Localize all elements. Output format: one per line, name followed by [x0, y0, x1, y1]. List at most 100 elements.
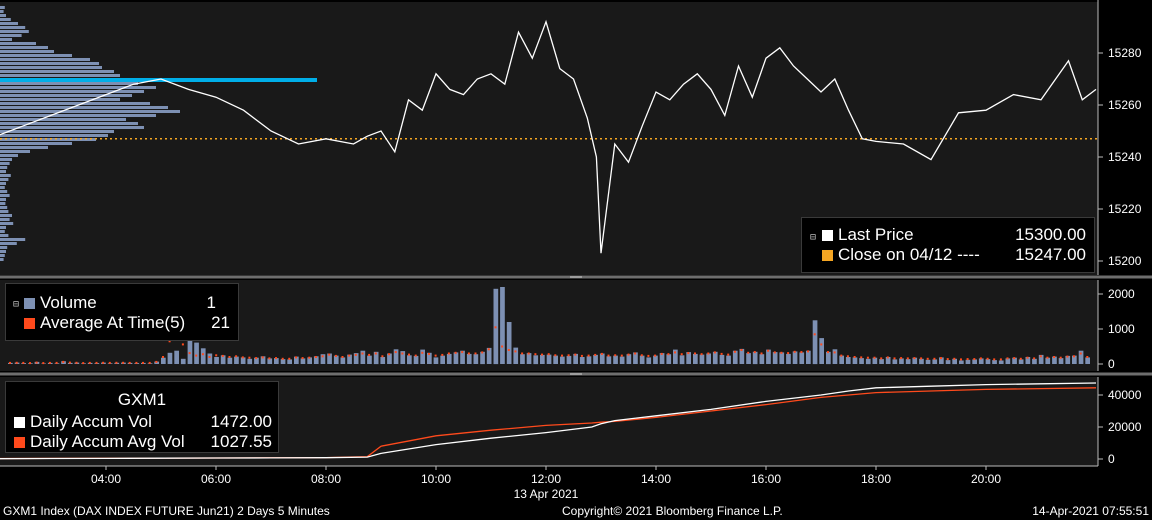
- volume-bar: [985, 359, 991, 364]
- average-marker: [1059, 356, 1062, 359]
- volume-bar: [726, 355, 731, 364]
- legend-bracket-icon: ⊟: [13, 299, 20, 310]
- average-marker: [900, 357, 903, 360]
- volume-bar: [746, 353, 751, 364]
- average-marker: [740, 349, 743, 351]
- average-marker: [62, 360, 65, 363]
- profile-bar: [0, 86, 156, 89]
- volume-bar: [413, 355, 419, 364]
- profile-bar: [0, 82, 138, 85]
- average-marker: [700, 353, 703, 356]
- average-marker: [9, 361, 11, 364]
- volume-bar: [766, 349, 771, 364]
- profile-bar: [0, 102, 150, 105]
- profile-bar: [0, 146, 48, 149]
- volume-bar: [839, 355, 844, 364]
- profile-bar: [0, 46, 48, 49]
- average-marker: [1046, 356, 1049, 359]
- profile-bar: [0, 6, 5, 9]
- profile-bar: [0, 142, 72, 145]
- volume-bar: [407, 355, 412, 365]
- average-marker: [288, 357, 291, 360]
- profile-bar: [0, 238, 26, 241]
- average-marker: [467, 352, 470, 355]
- average-marker: [261, 356, 264, 359]
- avg-at-time-value: 21: [211, 313, 230, 332]
- volume-bar: [626, 354, 632, 364]
- profile-bar: [0, 110, 180, 113]
- x-axis-date-label: 13 Apr 2021: [514, 487, 579, 501]
- volume-bar: [560, 356, 565, 364]
- average-marker: [660, 352, 663, 355]
- average-marker: [255, 357, 258, 360]
- average-marker: [95, 361, 98, 364]
- footer-timestamp: 14-Apr-2021 07:55:51: [1032, 504, 1149, 518]
- average-marker: [1006, 357, 1009, 360]
- volume-bar: [274, 358, 279, 364]
- footer-copyright: Copyright© 2021 Bloomberg Finance L.P.: [562, 504, 783, 518]
- volume-bar: [287, 359, 292, 364]
- average-marker: [727, 353, 730, 356]
- volume-bar: [180, 358, 186, 365]
- average-marker: [441, 353, 444, 356]
- average-marker: [421, 351, 424, 354]
- volume-bar: [500, 287, 505, 364]
- profile-bar: [0, 178, 9, 181]
- profile-bar: [0, 106, 168, 109]
- average-marker: [348, 354, 351, 357]
- profile-bar: [0, 222, 14, 225]
- volume-bar: [1085, 357, 1090, 364]
- volume-bar: [925, 359, 931, 364]
- volume-bar: [387, 353, 392, 364]
- average-marker: [295, 356, 297, 359]
- volume-bar: [992, 360, 997, 364]
- average-marker: [767, 349, 770, 352]
- x-tick-label: 10:00: [421, 472, 451, 486]
- average-marker: [361, 352, 364, 355]
- average-marker: [800, 351, 803, 354]
- average-marker: [747, 351, 750, 354]
- average-marker: [933, 357, 936, 360]
- volume-bar: [553, 355, 558, 364]
- x-tick-label: 12:00: [531, 472, 561, 486]
- average-marker: [388, 353, 391, 356]
- volume-bar: [1058, 358, 1064, 364]
- volume-bar: [899, 358, 904, 364]
- daily-accum-value: 1472.00: [210, 412, 272, 431]
- volume-bar: [832, 349, 838, 364]
- average-marker: [434, 354, 437, 357]
- volume-bar: [1005, 358, 1011, 364]
- average-marker: [760, 352, 763, 355]
- profile-bar: [0, 122, 138, 125]
- x-tick-label: 20:00: [971, 472, 1001, 486]
- average-marker: [527, 352, 530, 355]
- average-marker: [328, 353, 331, 356]
- volume-tick-label: 2000: [1108, 287, 1135, 301]
- volume-bar: [1065, 355, 1071, 364]
- average-marker: [953, 357, 956, 360]
- average-marker: [1013, 357, 1016, 360]
- profile-bar: [0, 22, 18, 25]
- volume-bar: [593, 354, 598, 364]
- daily-accum-avg-value: 1027.55: [210, 432, 272, 451]
- volume-bar: [905, 359, 911, 364]
- average-marker: [102, 361, 105, 364]
- average-marker: [694, 352, 696, 355]
- volume-bar: [865, 358, 871, 365]
- volume-bar: [1012, 357, 1017, 364]
- average-marker: [507, 349, 510, 351]
- profile-bar: [0, 138, 96, 141]
- profile-bar: [0, 74, 120, 77]
- average-marker: [667, 353, 670, 356]
- volume-bar: [919, 358, 924, 365]
- volume-bar: [400, 351, 406, 364]
- average-marker: [979, 357, 982, 360]
- average-marker: [414, 354, 417, 357]
- volume-bar: [333, 355, 339, 364]
- volume-bar: [852, 357, 858, 364]
- average-marker: [108, 361, 111, 364]
- average-marker: [314, 356, 317, 358]
- profile-bar: [0, 230, 5, 233]
- last-price-label: Last Price: [838, 225, 914, 244]
